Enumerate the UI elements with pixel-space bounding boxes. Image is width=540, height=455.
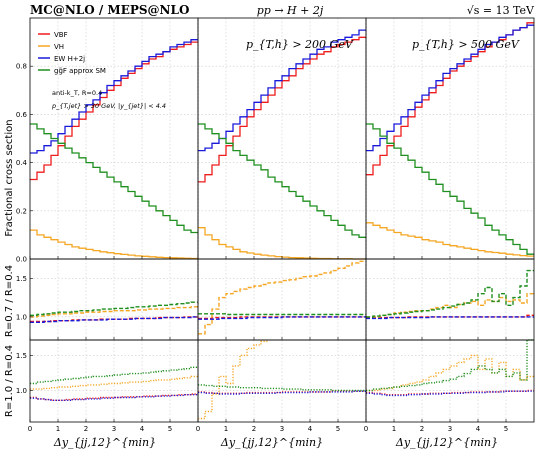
series-line	[198, 313, 366, 316]
x-tick-label: 3	[112, 425, 116, 433]
x-tick-label: 5	[168, 425, 172, 433]
series-line	[198, 123, 366, 238]
series-line	[198, 260, 366, 335]
series-line	[366, 123, 534, 255]
legend-label-ew: EW H+2j	[54, 55, 85, 63]
y-tick-label: 0.8	[16, 63, 27, 71]
x-tick-label: 4	[476, 425, 481, 433]
x-tick-label: 1	[392, 425, 396, 433]
series-line	[30, 301, 198, 316]
panel-frame	[197, 258, 367, 341]
x-tick-label: 4	[308, 425, 313, 433]
series-line	[30, 394, 198, 401]
x-tick-label: 4	[140, 425, 145, 433]
series-line	[366, 269, 534, 318]
xlabel-1: Δy_{jj,12}^{min}	[53, 436, 156, 449]
panel-label-500: p_{T,h} > 500 GeV	[412, 38, 520, 51]
series-line	[366, 222, 534, 257]
x-tick-label: 0	[364, 425, 368, 433]
header-right: √s = 13 TeV	[467, 4, 535, 17]
panel-frame	[365, 339, 535, 423]
y-tick-label: 0.6	[16, 111, 28, 119]
legend-note-algo: anti-k_T, R=0.4	[52, 89, 102, 97]
series-line	[198, 316, 366, 320]
series-line	[198, 29, 366, 152]
x-tick-label: 1	[56, 425, 60, 433]
ylabel-ratio1: R=0.7 / R=0.4	[4, 265, 15, 337]
x-tick-label: 2	[252, 425, 256, 433]
y-tick-label: 1.5	[16, 275, 27, 283]
series-line	[30, 306, 198, 318]
panel-label-200: p_{T,h} > 200 GeV	[246, 38, 354, 51]
series-line	[30, 39, 198, 154]
series-line	[366, 22, 534, 176]
y-tick-label: 1.0	[16, 387, 27, 395]
series-line	[198, 340, 268, 420]
series-line	[198, 227, 366, 260]
header-left: MC@NLO / MEPS@NLO	[30, 3, 189, 17]
series-line	[198, 36, 366, 183]
legend-label-ggf: gg̃F approx SM	[54, 67, 106, 75]
x-tick-label: 2	[84, 425, 88, 433]
series-line	[366, 316, 534, 320]
series-line	[30, 316, 198, 323]
series-line	[366, 390, 534, 397]
x-tick-label: 5	[336, 425, 340, 433]
legend-note-cuts: p_{T,jet} > 30 GeV, |y_{jet}| < 4.4	[51, 102, 166, 110]
legend: VBF VH EW H+2j gg̃F approx SM anti-k_T, …	[38, 31, 166, 110]
y-tick-label: 1.0	[16, 313, 27, 321]
series-line	[30, 229, 198, 260]
y-tick-label: 0.2	[16, 207, 27, 215]
panel-frame	[365, 258, 535, 341]
series-line	[366, 293, 534, 318]
series-line	[198, 384, 366, 392]
xlabel-2: Δy_{jj,12}^{min}	[220, 436, 323, 449]
xlabel-3: Δy_{jj,12}^{min}	[395, 436, 498, 449]
x-tick-label: 0	[28, 425, 32, 433]
x-tick-label: 3	[448, 425, 452, 433]
x-tick-label: 1	[224, 425, 228, 433]
x-tick-label: 0	[196, 425, 200, 433]
series-line	[198, 390, 366, 395]
panel-frame	[29, 258, 199, 341]
ylabel-main: Fractional cross section	[4, 119, 15, 236]
header-center: pp → H + 2j	[257, 4, 324, 17]
ylabel-ratio2: R=1.0 / R=0.4	[4, 345, 15, 417]
y-tick-label: 1.5	[16, 352, 27, 360]
series-line	[30, 123, 198, 234]
series-line	[366, 24, 534, 152]
y-tick-label: 0.0	[16, 256, 27, 264]
series-line	[366, 339, 534, 392]
plot-area: 0.0 0.2 0.4 0.6 0.8 1.0 1.5 0 1 2 3 4 5 0 1 2 3 4 5 0 1 2 3 4 5 1…	[16, 17, 535, 433]
x-tick-label: 5	[504, 425, 508, 433]
x-tick-label: 3	[280, 425, 284, 433]
x-tick-label: 2	[420, 425, 424, 433]
series-line	[30, 366, 198, 385]
legend-label-vh: VH	[54, 43, 64, 51]
series-line	[30, 375, 198, 390]
y-tick-label: 0.4	[16, 159, 28, 167]
panel-frame	[197, 339, 367, 423]
legend-label-vbf: VBF	[54, 31, 68, 39]
